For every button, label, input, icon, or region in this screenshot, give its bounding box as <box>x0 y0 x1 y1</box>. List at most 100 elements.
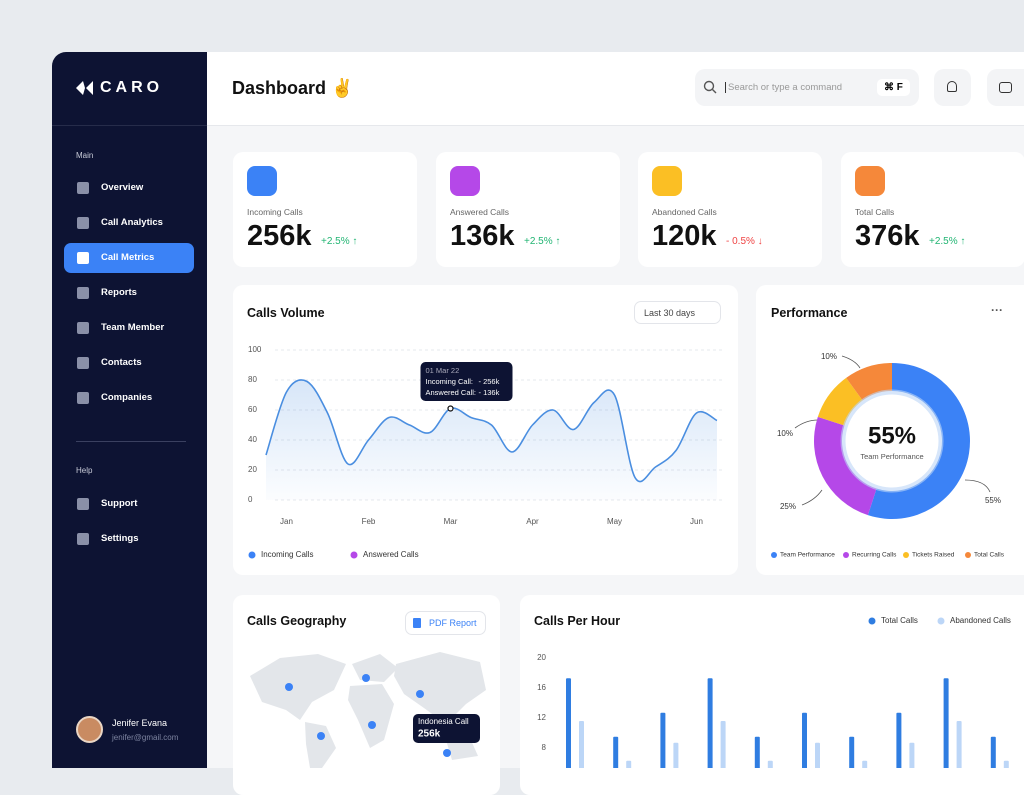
stat-icon <box>855 166 885 196</box>
bar <box>943 678 949 768</box>
pdf-button[interactable] <box>405 611 486 635</box>
nav-icon <box>77 217 89 229</box>
bar <box>720 721 726 768</box>
nav-item[interactable]: Call Metrics <box>101 252 155 263</box>
donut-center-value: 55% <box>868 422 916 449</box>
bar <box>613 736 619 768</box>
map-pins <box>285 674 451 757</box>
shortcut: ⌘ F <box>877 79 910 96</box>
logo: CARO <box>100 79 164 96</box>
bar <box>566 678 571 768</box>
nav-icon <box>77 357 89 369</box>
bar <box>767 760 773 768</box>
stat-icon <box>450 166 480 196</box>
legend-swatch <box>903 552 909 558</box>
tooltip-date: 01 Mar 22 <box>426 366 460 375</box>
tooltip-point <box>447 405 454 412</box>
tooltip <box>420 362 513 401</box>
stat-icon <box>247 166 277 196</box>
pdf-label: PDF Report <box>429 618 477 628</box>
donut-label: 10% <box>821 352 837 361</box>
mail-button[interactable] <box>987 69 1024 106</box>
bar <box>815 742 820 768</box>
search-icon <box>703 80 717 94</box>
nav-item[interactable]: Overview <box>101 182 144 193</box>
legend-swatch <box>248 551 256 559</box>
stat-change: +2.5% ↑ <box>524 236 561 247</box>
bar <box>754 736 760 768</box>
map-tooltip <box>413 714 480 743</box>
bar <box>956 721 962 768</box>
bar <box>862 760 868 768</box>
map-tooltip-title: Indonesia Call <box>418 717 469 726</box>
nav-item[interactable]: Support <box>101 498 138 509</box>
nav-item[interactable]: Companies <box>101 392 153 403</box>
logo-icon <box>76 81 93 95</box>
legend-swatch <box>843 552 849 558</box>
tooltip-key: Answered Call: <box>426 388 476 397</box>
pdf-icon <box>413 618 421 628</box>
stat-value: 120k <box>652 220 717 252</box>
nav-divider <box>76 441 186 442</box>
card-title: Calls Geography <box>247 614 347 628</box>
legend-swatch <box>771 552 777 558</box>
legend-label: Team Performance <box>780 552 835 559</box>
nav-item[interactable]: Call Analytics <box>101 217 163 228</box>
mail-icon <box>999 82 1012 93</box>
bar <box>707 678 713 768</box>
y-tick-label: 80 <box>248 375 257 384</box>
page-title: Dashboard ✌️ <box>232 78 354 98</box>
donut-segment <box>813 416 877 516</box>
legend-swatch <box>868 617 876 625</box>
donut-label: 10% <box>777 429 793 438</box>
x-tick-label: Jan <box>280 517 293 526</box>
bar <box>673 742 679 768</box>
charts: Indonesia Call 256k 0 20 40 60 80 100 Jan Feb Ma… <box>248 345 1011 768</box>
y-tick-label: 12 <box>537 713 546 722</box>
line <box>265 379 718 483</box>
bar <box>579 721 584 768</box>
line-area <box>266 379 717 500</box>
x-tick-label: Apr <box>526 517 539 526</box>
legend-label: Recurring Calls <box>852 552 897 559</box>
map-tooltip-value: 256k <box>418 729 441 740</box>
more-menu[interactable]: ··· <box>991 303 1003 317</box>
stat-value: 256k <box>247 220 312 252</box>
donut-segment <box>867 363 970 519</box>
y-tick-label: 20 <box>248 465 257 474</box>
legend-label: Abandoned Calls <box>950 616 1011 625</box>
legend-swatch <box>965 552 971 558</box>
donut-label: 55% <box>985 496 1001 505</box>
nav-icon <box>77 392 89 404</box>
donut-label: 25% <box>780 502 796 511</box>
nav-icon <box>77 252 89 264</box>
y-tick-label: 20 <box>537 653 546 662</box>
card-title: Performance <box>771 306 848 320</box>
stat-label: Total Calls <box>855 207 895 217</box>
avatar <box>76 716 103 743</box>
bar <box>1003 760 1009 768</box>
user-name: Jenifer Evana <box>112 718 168 728</box>
sidebar <box>52 52 207 768</box>
stat-change: - 0.5% ↓ <box>726 236 763 247</box>
nav-item[interactable]: Reports <box>101 287 137 298</box>
nav-icon <box>77 322 89 334</box>
donut-segment <box>817 377 863 426</box>
stat-change: +2.5% ↑ <box>929 236 966 247</box>
y-tick-label: 0 <box>248 495 253 504</box>
legend-swatch <box>937 617 945 625</box>
nav-item[interactable]: Settings <box>101 533 139 544</box>
nav-icon <box>77 498 89 510</box>
search-placeholder: Search or type a command <box>725 82 842 93</box>
stat-value: 376k <box>855 220 920 252</box>
nav-item[interactable]: Team Member <box>101 322 165 333</box>
legend-label: Total Calls <box>881 616 918 625</box>
legend-label: Incoming Calls <box>261 550 313 559</box>
bar <box>909 742 915 768</box>
filter-dropdown[interactable] <box>634 301 721 324</box>
card-title: Calls Volume <box>247 306 325 320</box>
nav-item[interactable]: Contacts <box>101 357 142 368</box>
stat-value: 136k <box>450 220 515 252</box>
stat-label: Incoming Calls <box>247 207 303 217</box>
donut-inner-ring <box>840 389 944 493</box>
